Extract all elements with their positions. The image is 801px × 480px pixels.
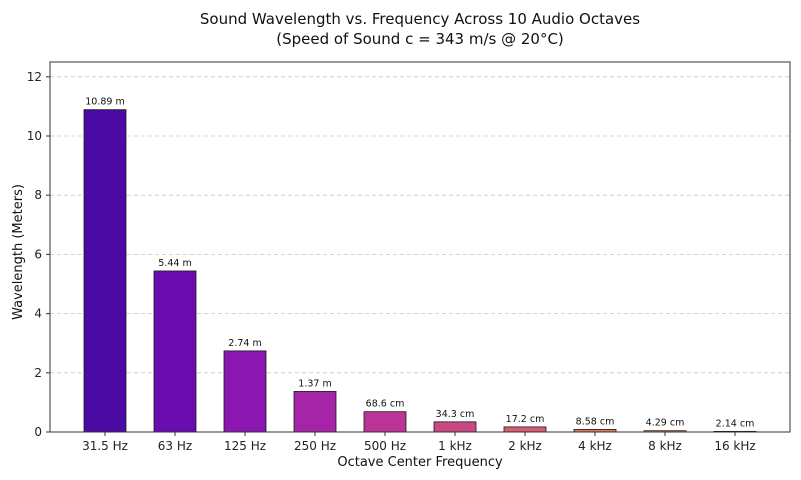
x-axis-label: Octave Center Frequency [337, 455, 503, 470]
x-tick-label: 4 kHz [578, 439, 612, 453]
x-tick-label: 2 kHz [508, 439, 542, 453]
x-tick-label: 31.5 Hz [82, 439, 128, 453]
bar-value-label: 5.44 m [158, 258, 191, 269]
bars [83, 109, 757, 433]
y-tick-label: 8 [34, 188, 42, 202]
bar [363, 411, 407, 433]
y-tick-label: 4 [34, 307, 42, 321]
bar [503, 426, 547, 433]
y-tick-label: 0 [34, 425, 42, 439]
bar [153, 270, 197, 433]
bar-value-label: 4.29 cm [646, 418, 685, 429]
bar-value-label: 1.37 m [298, 378, 331, 389]
y-tick-label: 2 [34, 366, 42, 380]
x-tick-label: 125 Hz [224, 439, 266, 453]
data-labels: 10.89 m 5.44 m 2.74 m 1.37 m 68.6 cm 34.3 cm 1… [85, 97, 754, 430]
bar-value-label: 34.3 cm [436, 409, 475, 420]
bar [293, 391, 337, 433]
chart-subtitle: (Speed of Sound c = 343 m/s @ 20°C) [276, 30, 564, 48]
gridlines [50, 76, 790, 374]
x-tick-label: 16 kHz [714, 439, 755, 453]
y-tick-label: 6 [34, 247, 42, 261]
bar [83, 109, 127, 433]
plot-frame [49, 61, 791, 433]
chart-title: Sound Wavelength vs. Frequency Across 10… [200, 10, 640, 28]
bar [433, 421, 477, 433]
axes: 0 2 4 6 8 10 12 31.5 Hz 63 Hz 125 Hz 250 Hz 500 Hz 1… [27, 61, 791, 453]
y-tick-label: 10 [27, 129, 42, 143]
x-tick-label: 63 Hz [158, 439, 192, 453]
y-tick-label: 12 [27, 70, 42, 84]
bar-value-label: 17.2 cm [506, 414, 545, 425]
x-tick-label: 8 kHz [648, 439, 682, 453]
bar [223, 350, 267, 433]
x-tick-label: 500 Hz [364, 439, 406, 453]
x-tick-label: 1 kHz [438, 439, 472, 453]
y-axis-label: Wavelength (Meters) [11, 184, 26, 320]
bar-value-label: 68.6 cm [366, 399, 405, 410]
x-tick-label: 250 Hz [294, 439, 336, 453]
bar-value-label: 10.89 m [85, 97, 124, 108]
bar-value-label: 8.58 cm [576, 416, 615, 427]
bar-value-label: 2.14 cm [716, 418, 755, 429]
bar-value-label: 2.74 m [228, 338, 261, 349]
